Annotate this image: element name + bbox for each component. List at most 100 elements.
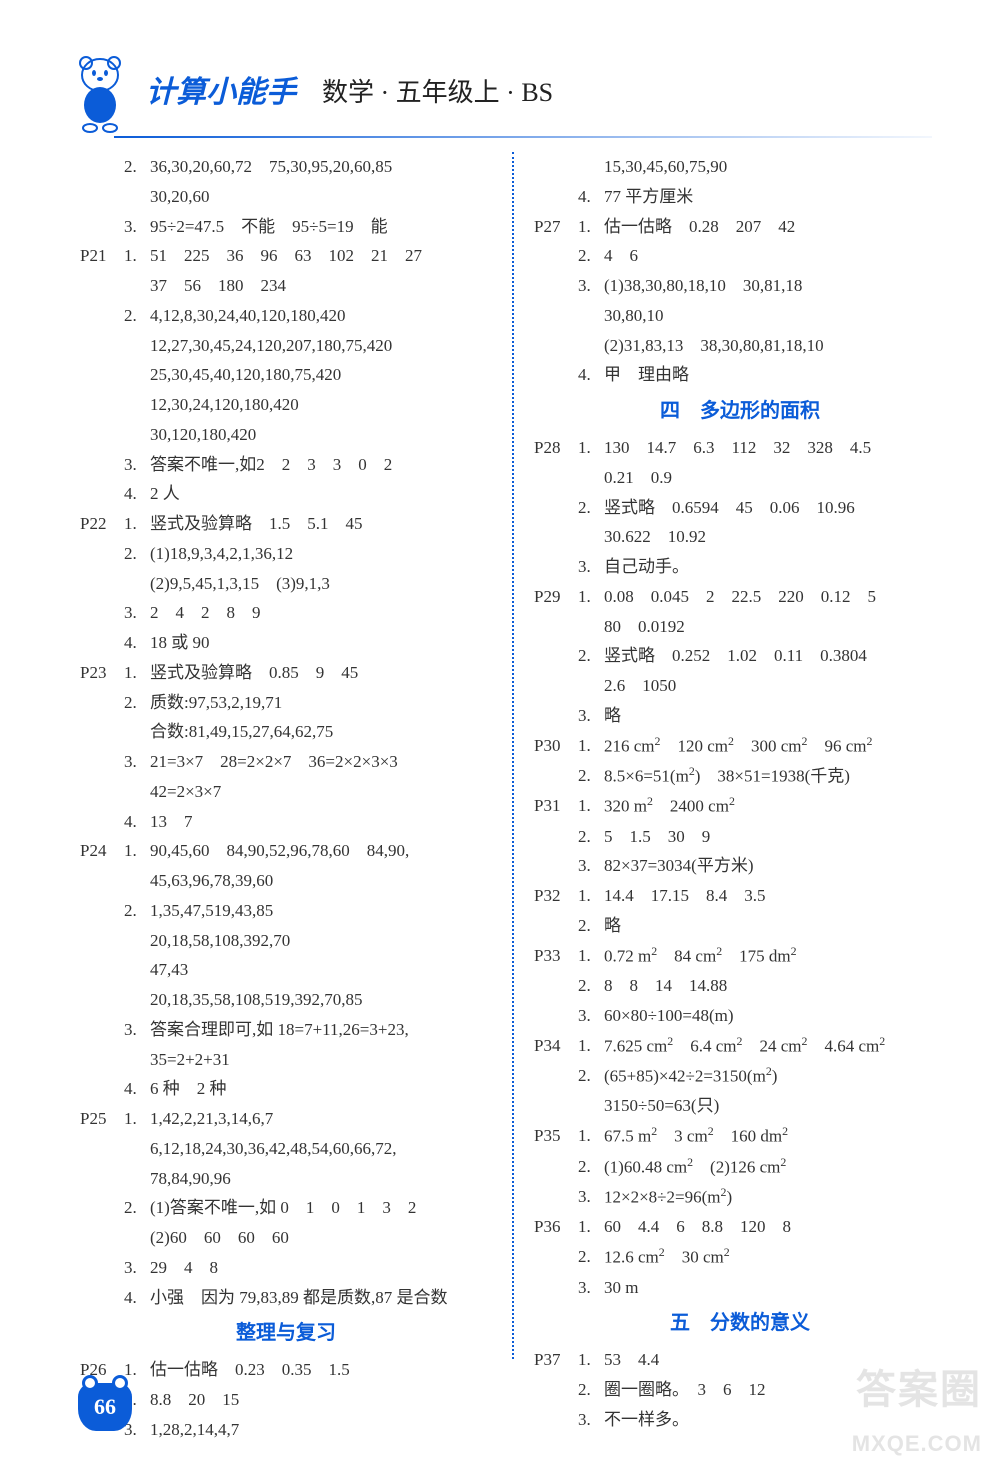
watermark-line2: MXQE.COM: [852, 1425, 982, 1464]
question-number: 3.: [124, 1015, 150, 1045]
question-number: 3.: [124, 1253, 150, 1283]
answer-line: 2.(1)60.48 cm2 (2)126 cm2: [534, 1152, 946, 1182]
answer-text: 竖式略 0.6594 45 0.06 10.96: [604, 493, 946, 523]
answer-line: 3.(1)38,30,80,18,10 30,81,18: [534, 271, 946, 301]
answer-line: (2)60 60 60 60: [80, 1223, 492, 1253]
answer-text: (1)答案不唯一,如 0 1 0 1 3 2: [150, 1193, 492, 1223]
section-heading: 整理与复习: [80, 1312, 492, 1355]
question-number: 1.: [578, 1345, 604, 1375]
answer-line: 2.略: [534, 911, 946, 941]
answer-text: 35=2+2+31: [150, 1045, 492, 1075]
answer-text: 略: [604, 701, 946, 731]
answer-line: 4.甲 理由略: [534, 360, 946, 390]
question-number: 4.: [578, 360, 604, 390]
answer-text: 21=3×7 28=2×2×7 36=2×2×3×3: [150, 747, 492, 777]
answer-line: 2.5 1.5 30 9: [534, 822, 946, 852]
question-number: 1.: [124, 836, 150, 866]
answer-text: 78,84,90,96: [150, 1164, 492, 1194]
question-number: 3.: [578, 552, 604, 582]
header-rule: [114, 136, 932, 138]
answer-line: P211.51 225 36 96 63 102 21 27: [80, 241, 492, 271]
answer-line: P301.216 cm2 120 cm2 300 cm2 96 cm2: [534, 731, 946, 761]
answer-line: 2.6 1050: [534, 671, 946, 701]
answer-text: 8 8 14 14.88: [604, 971, 946, 1001]
answer-line: 4.6 种 2 种: [80, 1074, 492, 1104]
series-title: 计算小能手: [146, 67, 296, 120]
answer-line: 合数:81,49,15,27,64,62,75: [80, 717, 492, 747]
page-ref: P24: [80, 836, 124, 866]
answer-text: (65+85)×42÷2=3150(m2): [604, 1061, 946, 1091]
answer-text: 7.625 cm2 6.4 cm2 24 cm2 4.64 cm2: [604, 1031, 946, 1061]
question-number: 3.: [578, 851, 604, 881]
answer-text: (1)60.48 cm2 (2)126 cm2: [604, 1152, 946, 1182]
answer-line: 2.竖式略 0.252 1.02 0.11 0.3804: [534, 641, 946, 671]
question-number: 2.: [578, 971, 604, 1001]
page-ref: P29: [534, 582, 578, 612]
question-number: 2.: [578, 761, 604, 791]
answer-line: 15,30,45,60,75,90: [534, 152, 946, 182]
content-area: 2. 36,30,20,60,72 75,30,95,20,60,8530,20,…: [80, 152, 946, 1359]
question-number: 2.: [578, 241, 604, 271]
question-number: 2.: [124, 301, 150, 331]
answer-text: 1,28,2,14,4,7: [150, 1415, 492, 1445]
question-number: 2.: [124, 688, 150, 718]
answer-text: 36,30,20,60,72 75,30,95,20,60,85: [150, 152, 492, 182]
answer-line: 30,20,60: [80, 182, 492, 212]
answer-line: 47,43: [80, 955, 492, 985]
right-column: 15,30,45,60,75,904.77 平方厘米P271.估一估略 0.28…: [534, 152, 946, 1359]
answer-text: 60×80÷100=48(m): [604, 1001, 946, 1031]
page-ref: P30: [534, 731, 578, 761]
question-number: 2.: [124, 1193, 150, 1223]
page-ref: P35: [534, 1121, 578, 1151]
answer-line: 6,12,18,24,30,36,42,48,54,60,66,72,: [80, 1134, 492, 1164]
book-subtitle: 数学 · 五年级上 · BS: [322, 70, 553, 116]
answer-line: 3.29 4 8: [80, 1253, 492, 1283]
answer-line: 20,18,35,58,108,519,392,70,85: [80, 985, 492, 1015]
question-number: 2.: [578, 1375, 604, 1405]
answer-line: 2.12.6 cm2 30 cm2: [534, 1242, 946, 1272]
answer-line: 3.82×37=3034(平方米): [534, 851, 946, 881]
page-number-badge: 66: [78, 1383, 132, 1431]
answer-text: 320 m2 2400 cm2: [604, 791, 946, 821]
page-ref: P22: [80, 509, 124, 539]
question-number: 1.: [578, 433, 604, 463]
answer-text: 小强 因为 79,83,89 都是质数,87 是合数: [150, 1283, 492, 1313]
answer-line: 2.8.5×6=51(m2) 38×51=1938(千克): [534, 761, 946, 791]
answer-line: P321.14.4 17.15 8.4 3.5: [534, 881, 946, 911]
answer-line: 2.(65+85)×42÷2=3150(m2): [534, 1061, 946, 1091]
page-ref: P21: [80, 241, 124, 271]
answer-line: P221.竖式及验算略 1.5 5.1 45: [80, 509, 492, 539]
question-number: 1.: [578, 941, 604, 971]
answer-line: P271.估一估略 0.28 207 42: [534, 212, 946, 242]
answer-text: 30 m: [604, 1273, 946, 1303]
question-number: 1.: [124, 509, 150, 539]
page-ref: P34: [534, 1031, 578, 1061]
answer-text: 6,12,18,24,30,36,42,48,54,60,66,72,: [150, 1134, 492, 1164]
answer-line: 3.2 4 2 8 9: [80, 598, 492, 628]
answer-text: 1,42,2,21,3,14,6,7: [150, 1104, 492, 1134]
answer-text: 竖式及验算略 1.5 5.1 45: [150, 509, 492, 539]
section-heading: 四 多边形的面积: [534, 390, 946, 433]
answer-text: (1)18,9,3,4,2,1,36,12: [150, 539, 492, 569]
badge-ear-left: [82, 1375, 98, 1391]
answer-line: P331.0.72 m2 84 cm2 175 dm2: [534, 941, 946, 971]
answer-line: 2.竖式略 0.6594 45 0.06 10.96: [534, 493, 946, 523]
answer-line: P291.0.08 0.045 2 22.5 220 0.12 5: [534, 582, 946, 612]
answer-text: 4 6: [604, 241, 946, 271]
answer-line: P281.130 14.7 6.3 112 32 328 4.5: [534, 433, 946, 463]
answer-text: 答案合理即可,如 18=7+11,26=3+23,: [150, 1015, 492, 1045]
answer-line: 4.18 或 90: [80, 628, 492, 658]
answer-line: 4.13 7: [80, 807, 492, 837]
answer-text: 答案不唯一,如2 2 3 3 0 2: [150, 450, 492, 480]
answer-text: 25,30,45,40,120,180,75,420: [150, 360, 492, 390]
answer-line: 45,63,96,78,39,60: [80, 866, 492, 896]
answer-line: 3150÷50=63(只): [534, 1091, 946, 1121]
question-number: 4.: [124, 628, 150, 658]
answer-text: (2)9,5,45,1,3,15 (3)9,1,3: [150, 569, 492, 599]
answer-line: 3.略: [534, 701, 946, 731]
answer-line: 2.1,35,47,519,43,85: [80, 896, 492, 926]
question-number: 3.: [124, 747, 150, 777]
answer-line: 3.答案合理即可,如 18=7+11,26=3+23,: [80, 1015, 492, 1045]
left-column: 2. 36,30,20,60,72 75,30,95,20,60,8530,20,…: [80, 152, 492, 1359]
answer-text: 13 7: [150, 807, 492, 837]
